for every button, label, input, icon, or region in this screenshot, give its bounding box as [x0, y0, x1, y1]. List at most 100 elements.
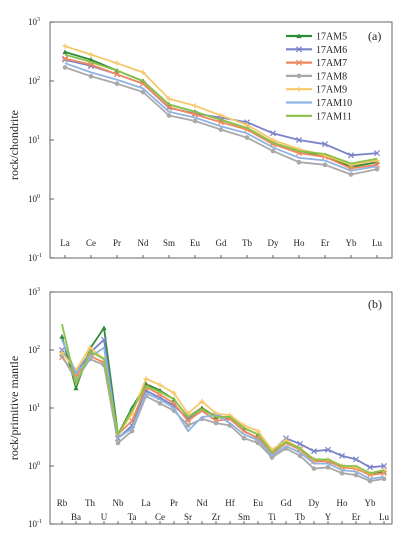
series-line — [61, 355, 385, 483]
data-point — [61, 55, 69, 62]
data-point — [140, 89, 146, 95]
legend-label: 17AM9 — [316, 85, 347, 96]
x-tick-label: Ho — [337, 498, 348, 508]
data-point — [58, 346, 66, 354]
data-point — [296, 440, 304, 447]
x-tick-label: Ba — [71, 512, 81, 522]
data-point — [218, 112, 224, 119]
data-point — [114, 81, 120, 87]
series-line — [61, 323, 385, 475]
data-point — [143, 381, 149, 387]
data-point — [171, 390, 177, 396]
panel-a-x-ticks: La Ce Pr Nd Sm Eu Gd Tb Dy Ho Er Yb Lu — [60, 238, 382, 258]
data-point — [192, 103, 198, 109]
data-point — [241, 435, 247, 441]
legend: 17AM5 17AM6 17AM7 17AM8 17AM9 17AM10 17AM11 — [286, 32, 352, 122]
data-point — [325, 464, 331, 470]
x-tick-label: Er — [352, 512, 361, 522]
data-point — [218, 127, 224, 132]
data-point — [59, 350, 65, 356]
panel-b-label: (b) — [368, 297, 382, 311]
x-tick-label: Ti — [268, 512, 276, 522]
series-line — [64, 62, 378, 172]
data-point — [347, 152, 355, 159]
x-tick-label: Gd — [281, 498, 292, 508]
x-tick-label: Nd — [197, 498, 208, 508]
data-point — [166, 96, 172, 102]
x-tick-label: Sm — [238, 512, 250, 522]
panel-b-ylabel: rock/primitive mantle — [7, 356, 21, 460]
data-point — [87, 344, 93, 351]
x-tick-label: Ho — [294, 238, 305, 248]
legend-label: 17AM7 — [316, 58, 347, 69]
legend-marker — [295, 46, 303, 53]
data-point — [380, 470, 388, 477]
x-tick-label: Zr — [212, 512, 221, 522]
x-tick-label: Nb — [113, 498, 124, 508]
data-point — [140, 69, 146, 75]
x-tick-label: Yb — [365, 498, 376, 508]
data-point — [114, 60, 120, 66]
x-tick-label: La — [141, 498, 151, 508]
data-point — [269, 455, 275, 460]
x-tick-label: Ce — [86, 238, 96, 248]
data-point — [88, 52, 94, 58]
legend-marker — [296, 86, 302, 92]
data-point — [113, 71, 121, 78]
x-tick-label: Eu — [190, 238, 200, 248]
panel-a-label: (a) — [368, 29, 381, 43]
data-point — [311, 466, 317, 471]
legend-label: 17AM6 — [316, 45, 347, 56]
panel-a-series — [61, 43, 381, 177]
x-tick-label: Hf — [225, 498, 235, 508]
data-point — [244, 135, 250, 140]
x-tick-label: Dy — [268, 238, 279, 248]
data-point — [143, 376, 149, 382]
data-point — [59, 334, 65, 339]
x-tick-label: La — [60, 238, 70, 248]
data-point — [192, 118, 198, 124]
data-point — [338, 452, 346, 459]
x-tick-label: Ta — [128, 512, 137, 522]
data-point — [324, 446, 332, 453]
panel-a-y-ticks: 103 102 101 100 10-1 — [28, 17, 54, 263]
data-point — [115, 440, 121, 446]
series-line — [64, 53, 378, 165]
x-tick-label: Pr — [113, 238, 121, 248]
series-line — [61, 339, 385, 480]
data-point — [198, 407, 206, 414]
y-tick-label: 102 — [28, 345, 40, 355]
x-tick-label: Sr — [184, 512, 192, 522]
y-tick-label: 10-1 — [28, 519, 42, 529]
data-point — [88, 57, 94, 62]
data-point — [380, 462, 388, 470]
x-tick-label: Dy — [309, 498, 320, 508]
data-point — [62, 65, 68, 70]
panel-b-series — [58, 323, 388, 484]
data-point — [295, 136, 303, 144]
x-tick-label: Ce — [155, 512, 165, 522]
data-point — [255, 428, 261, 434]
y-tick-label: 103 — [28, 17, 40, 27]
data-point — [322, 162, 328, 168]
x-tick-label: Y — [325, 512, 332, 522]
data-point — [157, 382, 163, 388]
data-point — [62, 43, 68, 49]
data-point — [339, 470, 345, 476]
data-point — [366, 464, 374, 471]
data-point — [61, 56, 69, 63]
x-tick-label: Lu — [379, 512, 389, 522]
x-tick-label: U — [101, 512, 108, 522]
x-tick-label: Pr — [170, 498, 178, 508]
data-point — [321, 141, 329, 148]
y-tick-label: 100 — [28, 461, 40, 471]
data-point — [367, 478, 373, 484]
legend-marker — [296, 33, 302, 39]
panel-a-ylabel: rock/chondrite — [7, 110, 21, 180]
legend-marker — [295, 59, 303, 66]
data-point — [296, 159, 302, 165]
x-tick-label: Tb — [295, 512, 305, 522]
legend-label: 17AM5 — [316, 32, 347, 43]
